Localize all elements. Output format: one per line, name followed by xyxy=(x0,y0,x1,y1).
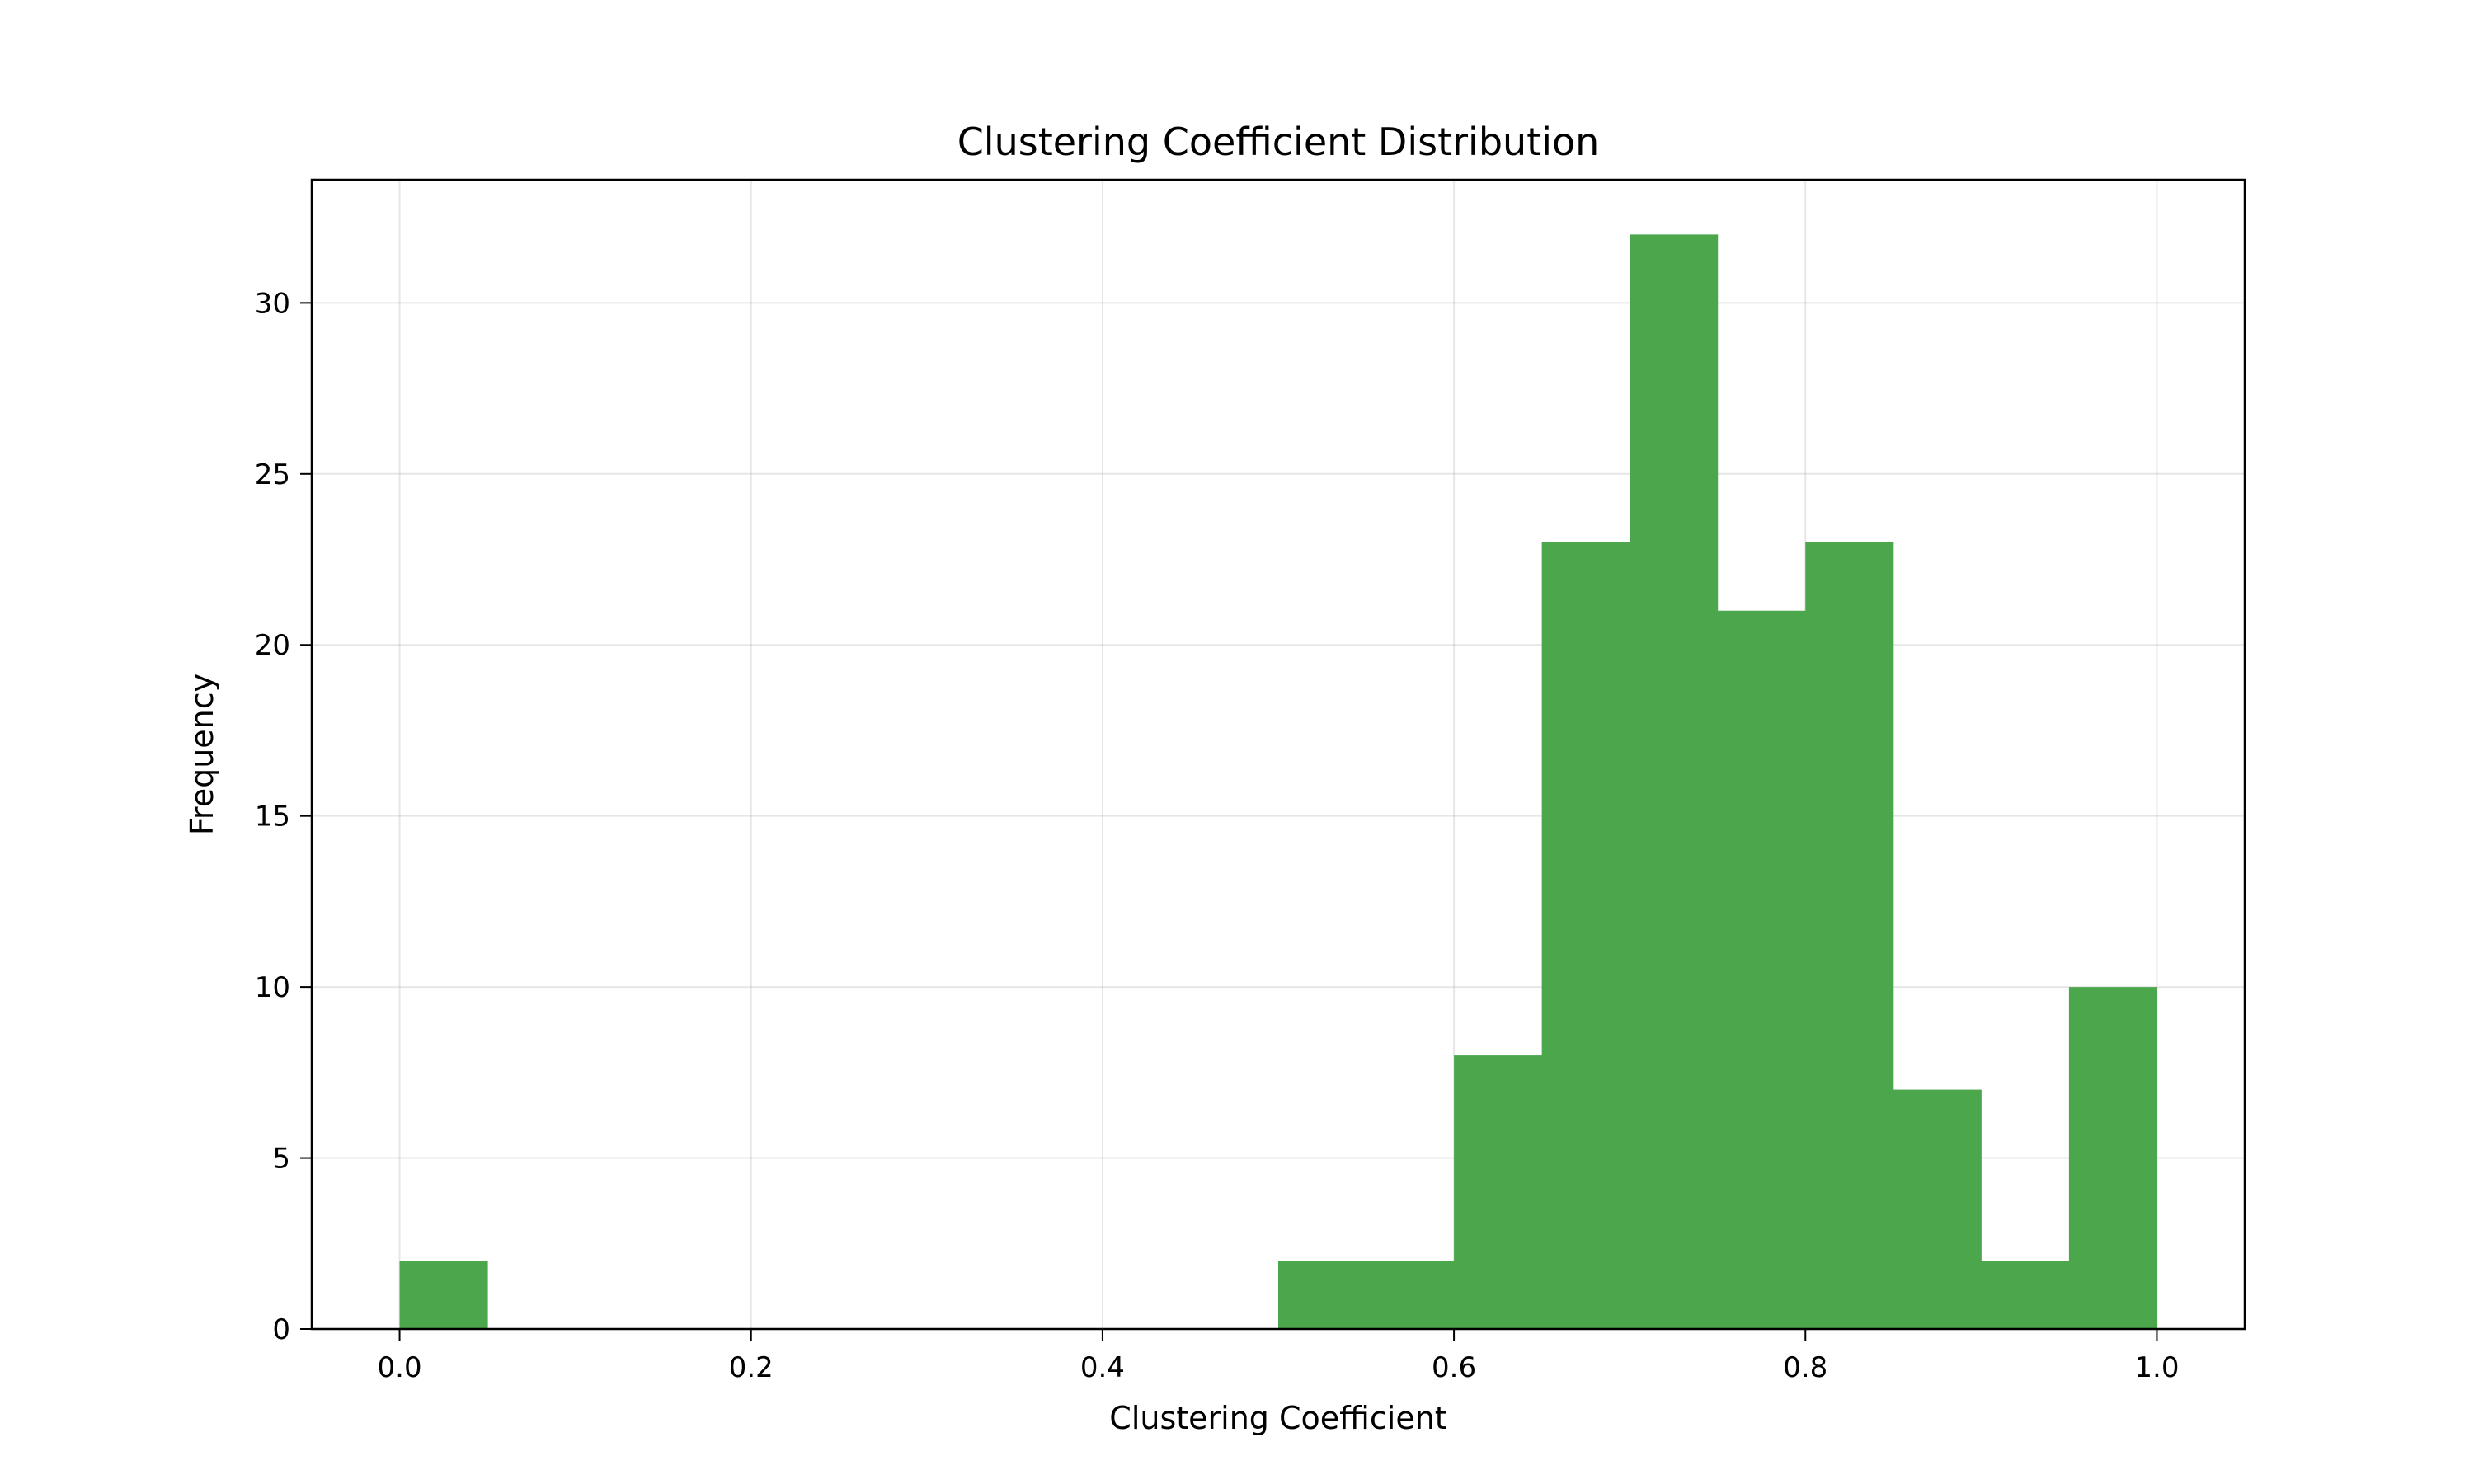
y-tick-label: 0 xyxy=(272,1313,290,1346)
chart-title: Clustering Coefficient Distribution xyxy=(957,120,1600,164)
histogram-bar xyxy=(1893,1089,1982,1329)
axes: 0.0 0.2 0.4 0.6 0.8 1.0 0 5 10 15 20 25 30 xyxy=(255,287,2180,1384)
y-tick-label: 10 xyxy=(255,971,290,1004)
histogram-bar xyxy=(1981,1261,2070,1329)
y-tick-label: 25 xyxy=(255,458,290,491)
histogram-bars xyxy=(399,234,2157,1329)
histogram-bar xyxy=(1278,1261,1367,1329)
y-tick-label: 30 xyxy=(255,287,290,320)
histogram-bar xyxy=(2068,987,2157,1329)
y-tick-label: 20 xyxy=(255,629,290,662)
x-tick-label: 0.8 xyxy=(1783,1351,1827,1384)
histogram-bar xyxy=(399,1261,488,1329)
x-tick-label: 0.0 xyxy=(378,1351,422,1384)
x-tick-label: 0.4 xyxy=(1080,1351,1125,1384)
histogram-bar xyxy=(1805,542,1894,1329)
histogram-bar xyxy=(1454,1055,1543,1329)
x-tick-label: 0.6 xyxy=(1432,1351,1476,1384)
plot-frame xyxy=(310,178,2246,1331)
x-tick-label: 0.2 xyxy=(729,1351,774,1384)
y-axis-label: Frequency xyxy=(184,674,220,835)
y-tick-label: 5 xyxy=(272,1143,290,1176)
histogram-bar xyxy=(1541,542,1630,1329)
x-tick-label: 1.0 xyxy=(2134,1351,2179,1384)
histogram-bar xyxy=(1717,610,1806,1329)
x-axis-label: Clustering Coefficient xyxy=(1109,1400,1446,1436)
histogram-bar xyxy=(1630,234,1719,1329)
y-tick-label: 15 xyxy=(255,801,290,834)
histogram-bar xyxy=(1366,1261,1455,1329)
